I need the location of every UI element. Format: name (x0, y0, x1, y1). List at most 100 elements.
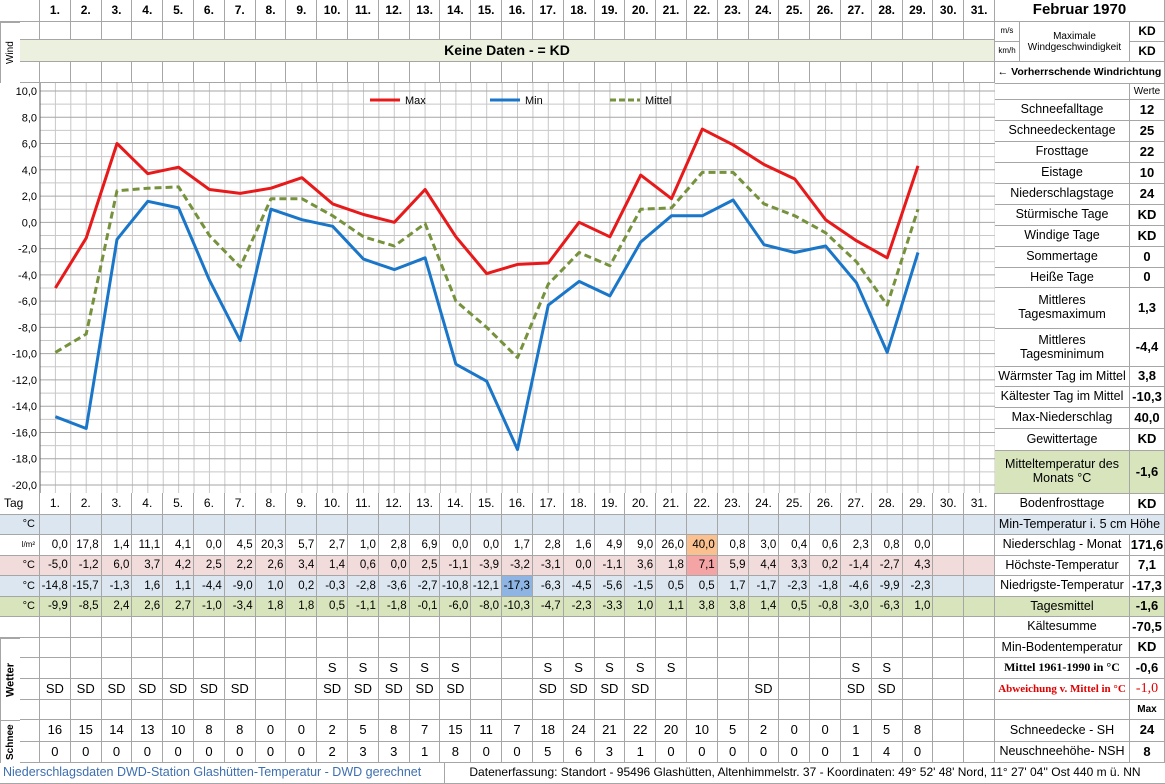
empty-cell (163, 62, 195, 83)
data-cell: 8 (194, 720, 225, 742)
empty-cell (20, 700, 40, 720)
stats-label: Niederschlagstage (995, 184, 1130, 205)
data-cell: 1,0 (255, 576, 287, 597)
empty-cell (70, 638, 102, 658)
empty-cell (440, 617, 472, 638)
snow-label: Schnee (0, 720, 20, 763)
data-cell: 0,0 (194, 535, 225, 556)
data-cell: 0,5 (686, 576, 718, 597)
empty-cell (779, 638, 811, 658)
day-header: 24. (748, 0, 780, 22)
stats-value: 0 (1130, 247, 1165, 268)
data-cell: 0 (40, 742, 71, 763)
stats-value: -1,6 (1130, 597, 1165, 617)
data-cell: 0 (656, 742, 687, 763)
data-cell: 5 (871, 720, 903, 742)
day-header: 21. (656, 0, 687, 22)
stats-value: 8 (1130, 742, 1165, 763)
data-cell: -4,5 (563, 576, 595, 597)
data-cell: 8 (378, 720, 410, 742)
empty-cell (163, 638, 195, 658)
day-header: 4. (132, 0, 164, 22)
data-cell: 3,8 (717, 597, 749, 617)
data-cell: 2,6 (255, 556, 287, 576)
data-cell: 0 (779, 720, 811, 742)
data-cell: 10 (686, 720, 718, 742)
data-cell: 26,0 (656, 535, 687, 556)
stats-label: Neuschneehöhe- NSH (995, 742, 1130, 763)
day-header: 27. (840, 493, 872, 515)
data-cell: 0 (502, 742, 533, 763)
empty-cell (871, 617, 903, 638)
empty-cell (20, 720, 40, 742)
data-cell: S (840, 658, 872, 679)
day-header: 26. (810, 493, 841, 515)
data-cell (933, 535, 965, 556)
stats-header: Werte (1130, 84, 1165, 100)
data-cell: -17,3 (502, 576, 533, 597)
data-cell: 5 (348, 720, 379, 742)
empty-cell (40, 700, 71, 720)
day-header: 11. (348, 0, 379, 22)
data-cell: -1,5 (625, 576, 657, 597)
empty-cell (101, 62, 133, 83)
data-cell: SD (440, 679, 472, 700)
empty-cell (255, 700, 287, 720)
stats-label: Frosttage (995, 142, 1130, 163)
day-header: 3. (101, 0, 133, 22)
data-cell: 1,1 (656, 597, 687, 617)
empty-cell (348, 515, 379, 535)
stats-value: 1,3 (1130, 288, 1165, 329)
data-cell: S (440, 658, 472, 679)
empty-cell (840, 638, 872, 658)
empty-cell (132, 700, 164, 720)
data-cell: 0 (810, 742, 841, 763)
empty-cell (625, 22, 657, 40)
data-cell: 0 (810, 720, 841, 742)
data-cell (933, 679, 965, 700)
day-header: 27. (840, 0, 872, 22)
data-cell: -9,0 (224, 576, 256, 597)
data-cell: 24 (563, 720, 595, 742)
data-cell: 0,0 (563, 556, 595, 576)
data-cell: -2,8 (348, 576, 379, 597)
data-cell: 15 (70, 720, 102, 742)
empty-cell (656, 700, 687, 720)
empty-cell (933, 62, 965, 83)
empty-cell (532, 62, 564, 83)
y-tick-label: 6,0 (22, 139, 37, 151)
empty-cell (471, 515, 503, 535)
data-cell: 0 (101, 742, 133, 763)
day-header: 6. (194, 0, 225, 22)
data-cell: 1,1 (163, 576, 195, 597)
empty-cell (686, 638, 718, 658)
empty-cell (70, 617, 102, 638)
y-tick-label: -18,0 (12, 454, 37, 466)
empty-cell (224, 700, 256, 720)
empty-cell (286, 22, 318, 40)
empty-cell (502, 22, 533, 40)
data-cell: -3,9 (471, 556, 503, 576)
data-cell: -1,7 (748, 576, 780, 597)
empty-cell (70, 515, 102, 535)
data-cell: -9,9 (40, 597, 71, 617)
data-cell: -2,3 (902, 576, 934, 597)
data-cell: 0,2 (810, 556, 841, 576)
day-header: 24. (748, 493, 780, 515)
data-cell: 0,0 (902, 535, 934, 556)
empty-cell (933, 617, 965, 638)
stats-label: Kältesumme (995, 617, 1130, 638)
empty-cell (933, 638, 965, 658)
empty-cell (502, 617, 533, 638)
empty-cell (409, 638, 441, 658)
data-cell: 2 (748, 720, 780, 742)
empty-cell (686, 700, 718, 720)
data-cell: 1 (409, 742, 441, 763)
empty-cell (378, 700, 410, 720)
day-header: 2. (70, 493, 102, 515)
stats-value: 24 (1130, 184, 1165, 205)
day-header: 11. (348, 493, 379, 515)
data-cell: 0,5 (656, 576, 687, 597)
data-cell: 1 (840, 742, 872, 763)
empty-cell (317, 617, 349, 638)
